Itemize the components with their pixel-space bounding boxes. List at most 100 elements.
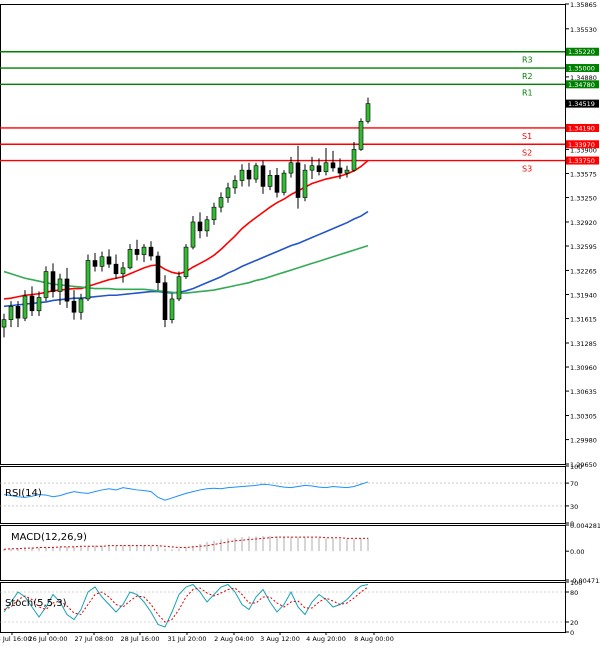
level-name-s2: S2 xyxy=(522,148,532,157)
candle-body-down xyxy=(246,169,252,180)
rsi-tick-label: 0 xyxy=(570,520,574,528)
stoch-label: Stoch(5,5,3) xyxy=(5,598,67,609)
level-name-r3: R3 xyxy=(522,56,533,65)
x-tick-label: 8 Aug 00:00 xyxy=(354,635,394,643)
candle-body-up xyxy=(344,169,350,174)
candle xyxy=(337,158,343,180)
candle xyxy=(344,165,350,178)
candle-body-up xyxy=(169,298,175,320)
rsi-line xyxy=(3,481,369,501)
rsi-label: RSI(14) xyxy=(5,488,42,499)
level-price-tag xyxy=(566,64,599,73)
candle xyxy=(253,162,259,183)
candle xyxy=(323,147,329,176)
candle-body-up xyxy=(239,169,245,181)
macd-tick-label: 0.004281 xyxy=(570,522,600,530)
price-tick-label: 1.29650 xyxy=(570,461,597,469)
candle-body-down xyxy=(92,260,98,267)
candle xyxy=(281,170,287,196)
candle-body-down xyxy=(15,306,21,319)
candle xyxy=(183,244,189,279)
moving-average-2 xyxy=(3,244,369,294)
price-panel-border xyxy=(0,4,566,465)
candle-body-down xyxy=(134,249,140,255)
stoch-main-line xyxy=(3,583,369,628)
candle-body-down xyxy=(274,175,280,193)
candle-body-up xyxy=(141,246,147,255)
candle-body-down xyxy=(260,165,266,187)
price-tick-label: 1.35865 xyxy=(570,1,597,9)
candle-body-up xyxy=(36,297,42,312)
candle-body-down xyxy=(337,167,343,174)
x-tick-label: 3 Aug 12:00 xyxy=(260,635,300,643)
x-tick-label: 28 Jul 16:00 xyxy=(121,635,160,643)
last-price-tag xyxy=(566,99,599,108)
candle-body-up xyxy=(120,267,126,275)
price-tick-label: 1.32595 xyxy=(570,243,597,251)
candle-body-up xyxy=(323,162,329,172)
last-price-label: 1.34519 xyxy=(568,100,595,108)
price-tick-label: 1.34880 xyxy=(570,74,597,82)
rsi-panel: RSI(14) xyxy=(0,481,565,507)
candle-body-up xyxy=(218,197,224,208)
rsi-tick-label: 30 xyxy=(570,503,578,511)
candle xyxy=(365,97,371,124)
level-price-label: 1.34190 xyxy=(568,124,595,132)
level-name-s1: S1 xyxy=(522,132,532,141)
price-tick-label: 1.32920 xyxy=(570,219,597,227)
price-tick-label: 1.31285 xyxy=(570,340,597,348)
candle xyxy=(57,273,63,305)
candle xyxy=(71,290,77,320)
stoch-tick-label: 20 xyxy=(570,619,578,627)
price-tick-label: 1.33575 xyxy=(570,170,597,178)
candle xyxy=(141,244,147,262)
candle-body-up xyxy=(176,276,182,300)
price-tick-label: 1.35530 xyxy=(570,26,597,34)
candle xyxy=(50,263,56,298)
price-tick-label: 1.29980 xyxy=(570,437,597,445)
candle-body-up xyxy=(22,295,28,319)
level-price-tag xyxy=(566,156,599,165)
candle-body-up xyxy=(288,162,294,174)
candle-body-down xyxy=(148,246,154,257)
stoch-signal-line xyxy=(3,586,369,623)
candle-body-up xyxy=(43,271,49,298)
candle xyxy=(197,212,203,239)
candle xyxy=(92,253,98,272)
candle xyxy=(127,244,133,270)
candle xyxy=(120,261,126,283)
candle xyxy=(246,162,252,187)
level-price-tag xyxy=(566,123,599,132)
macd-signal-line xyxy=(3,536,368,550)
level-name-r1: R1 xyxy=(522,88,533,97)
candle xyxy=(225,182,231,203)
candle-body-up xyxy=(57,278,63,292)
candle-body-up xyxy=(183,246,189,278)
price-tick-label: 1.31615 xyxy=(570,316,597,324)
candle xyxy=(309,156,315,180)
candle-body-down xyxy=(64,278,70,302)
level-price-tag xyxy=(566,140,599,149)
candle xyxy=(29,286,35,316)
stoch-panel-border xyxy=(0,582,566,633)
candle-body-up xyxy=(358,121,364,150)
candle xyxy=(316,158,322,176)
macd-tick-label: -0.004713 xyxy=(570,577,600,585)
candle xyxy=(134,239,140,261)
macd-tick-label: 0.00 xyxy=(570,548,584,556)
price-tick-label: 1.30960 xyxy=(570,364,597,372)
candle-body-up xyxy=(85,260,91,300)
candle-body-up xyxy=(253,165,259,180)
candle xyxy=(288,156,294,178)
candle xyxy=(36,291,42,316)
stoch-panel: Stoch(5,5,3) xyxy=(0,583,565,628)
candle-body-down xyxy=(197,221,203,232)
candle xyxy=(204,216,210,237)
candle xyxy=(232,175,238,194)
candle xyxy=(78,293,84,320)
level-name-s3: S3 xyxy=(522,165,532,174)
candle-body-down xyxy=(106,256,112,265)
candle xyxy=(148,241,154,261)
candle xyxy=(169,293,175,324)
